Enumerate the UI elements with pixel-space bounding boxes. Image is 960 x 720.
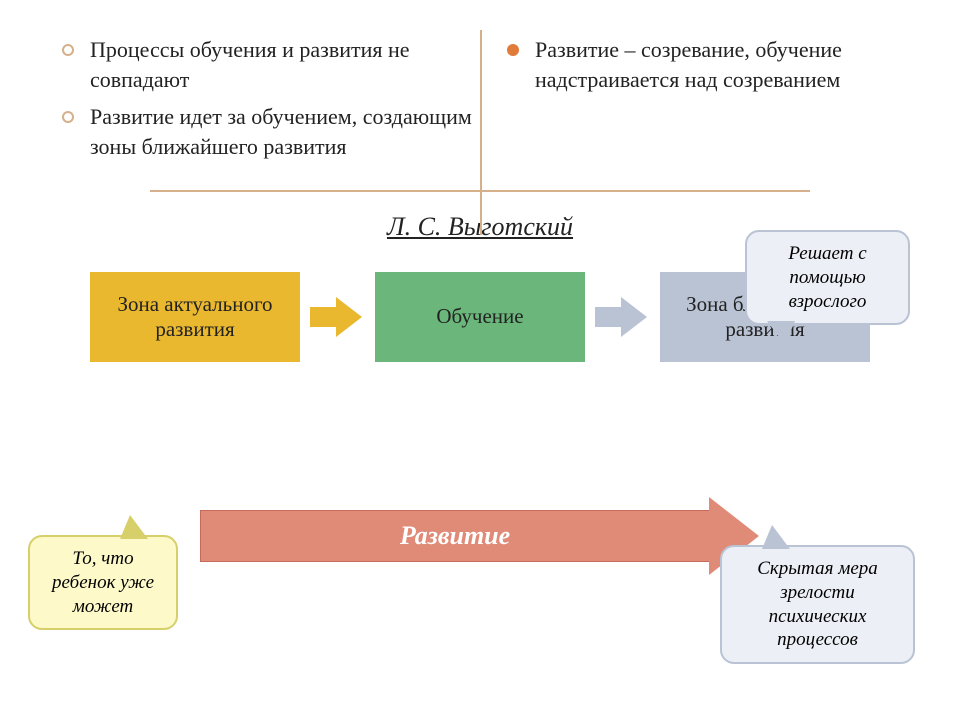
bullet-icon: [62, 44, 74, 56]
arrow-icon: [310, 297, 365, 337]
bullet-text: Развитие – созревание, обучение надстраи…: [535, 35, 930, 94]
bullet-item: Развитие идет за обучением, создающим зо…: [90, 102, 485, 161]
development-arrow: Развитие: [200, 510, 760, 562]
callout-tail-icon: [767, 321, 795, 345]
flow-box-zone-actual: Зона актуального развития: [90, 272, 300, 362]
callout-text: То, что ребенок уже может: [52, 548, 154, 617]
bullet-text: Развитие идет за обучением, создающим зо…: [90, 102, 485, 161]
arrow-icon: [595, 297, 650, 337]
left-column: Процессы обучения и развития не совпадаю…: [90, 35, 485, 170]
bullet-item: Развитие – созревание, обучение надстраи…: [535, 35, 930, 94]
development-arrow-label: Развитие: [200, 510, 710, 562]
right-column: Развитие – созревание, обучение надстраи…: [505, 35, 930, 170]
callout-tail-icon: [120, 515, 148, 539]
callout-child-can: То, что ребенок уже может: [28, 535, 178, 630]
bullet-item: Процессы обучения и развития не совпадаю…: [90, 35, 485, 94]
callout-text: Решает с помощью взрослого: [788, 243, 866, 312]
vertical-divider: [480, 30, 482, 235]
callout-text: Скрытая мера зрелости психических процес…: [757, 558, 878, 650]
bullet-text: Процессы обучения и развития не совпадаю…: [90, 35, 485, 94]
flow-box-learning: Обучение: [375, 272, 585, 362]
bullet-icon: [507, 44, 519, 56]
bullet-icon: [62, 111, 74, 123]
callout-adult-help: Решает с помощью взрослого: [745, 230, 910, 325]
callout-hidden-maturity: Скрытая мера зрелости психических процес…: [720, 545, 915, 664]
callout-tail-icon: [762, 525, 790, 549]
